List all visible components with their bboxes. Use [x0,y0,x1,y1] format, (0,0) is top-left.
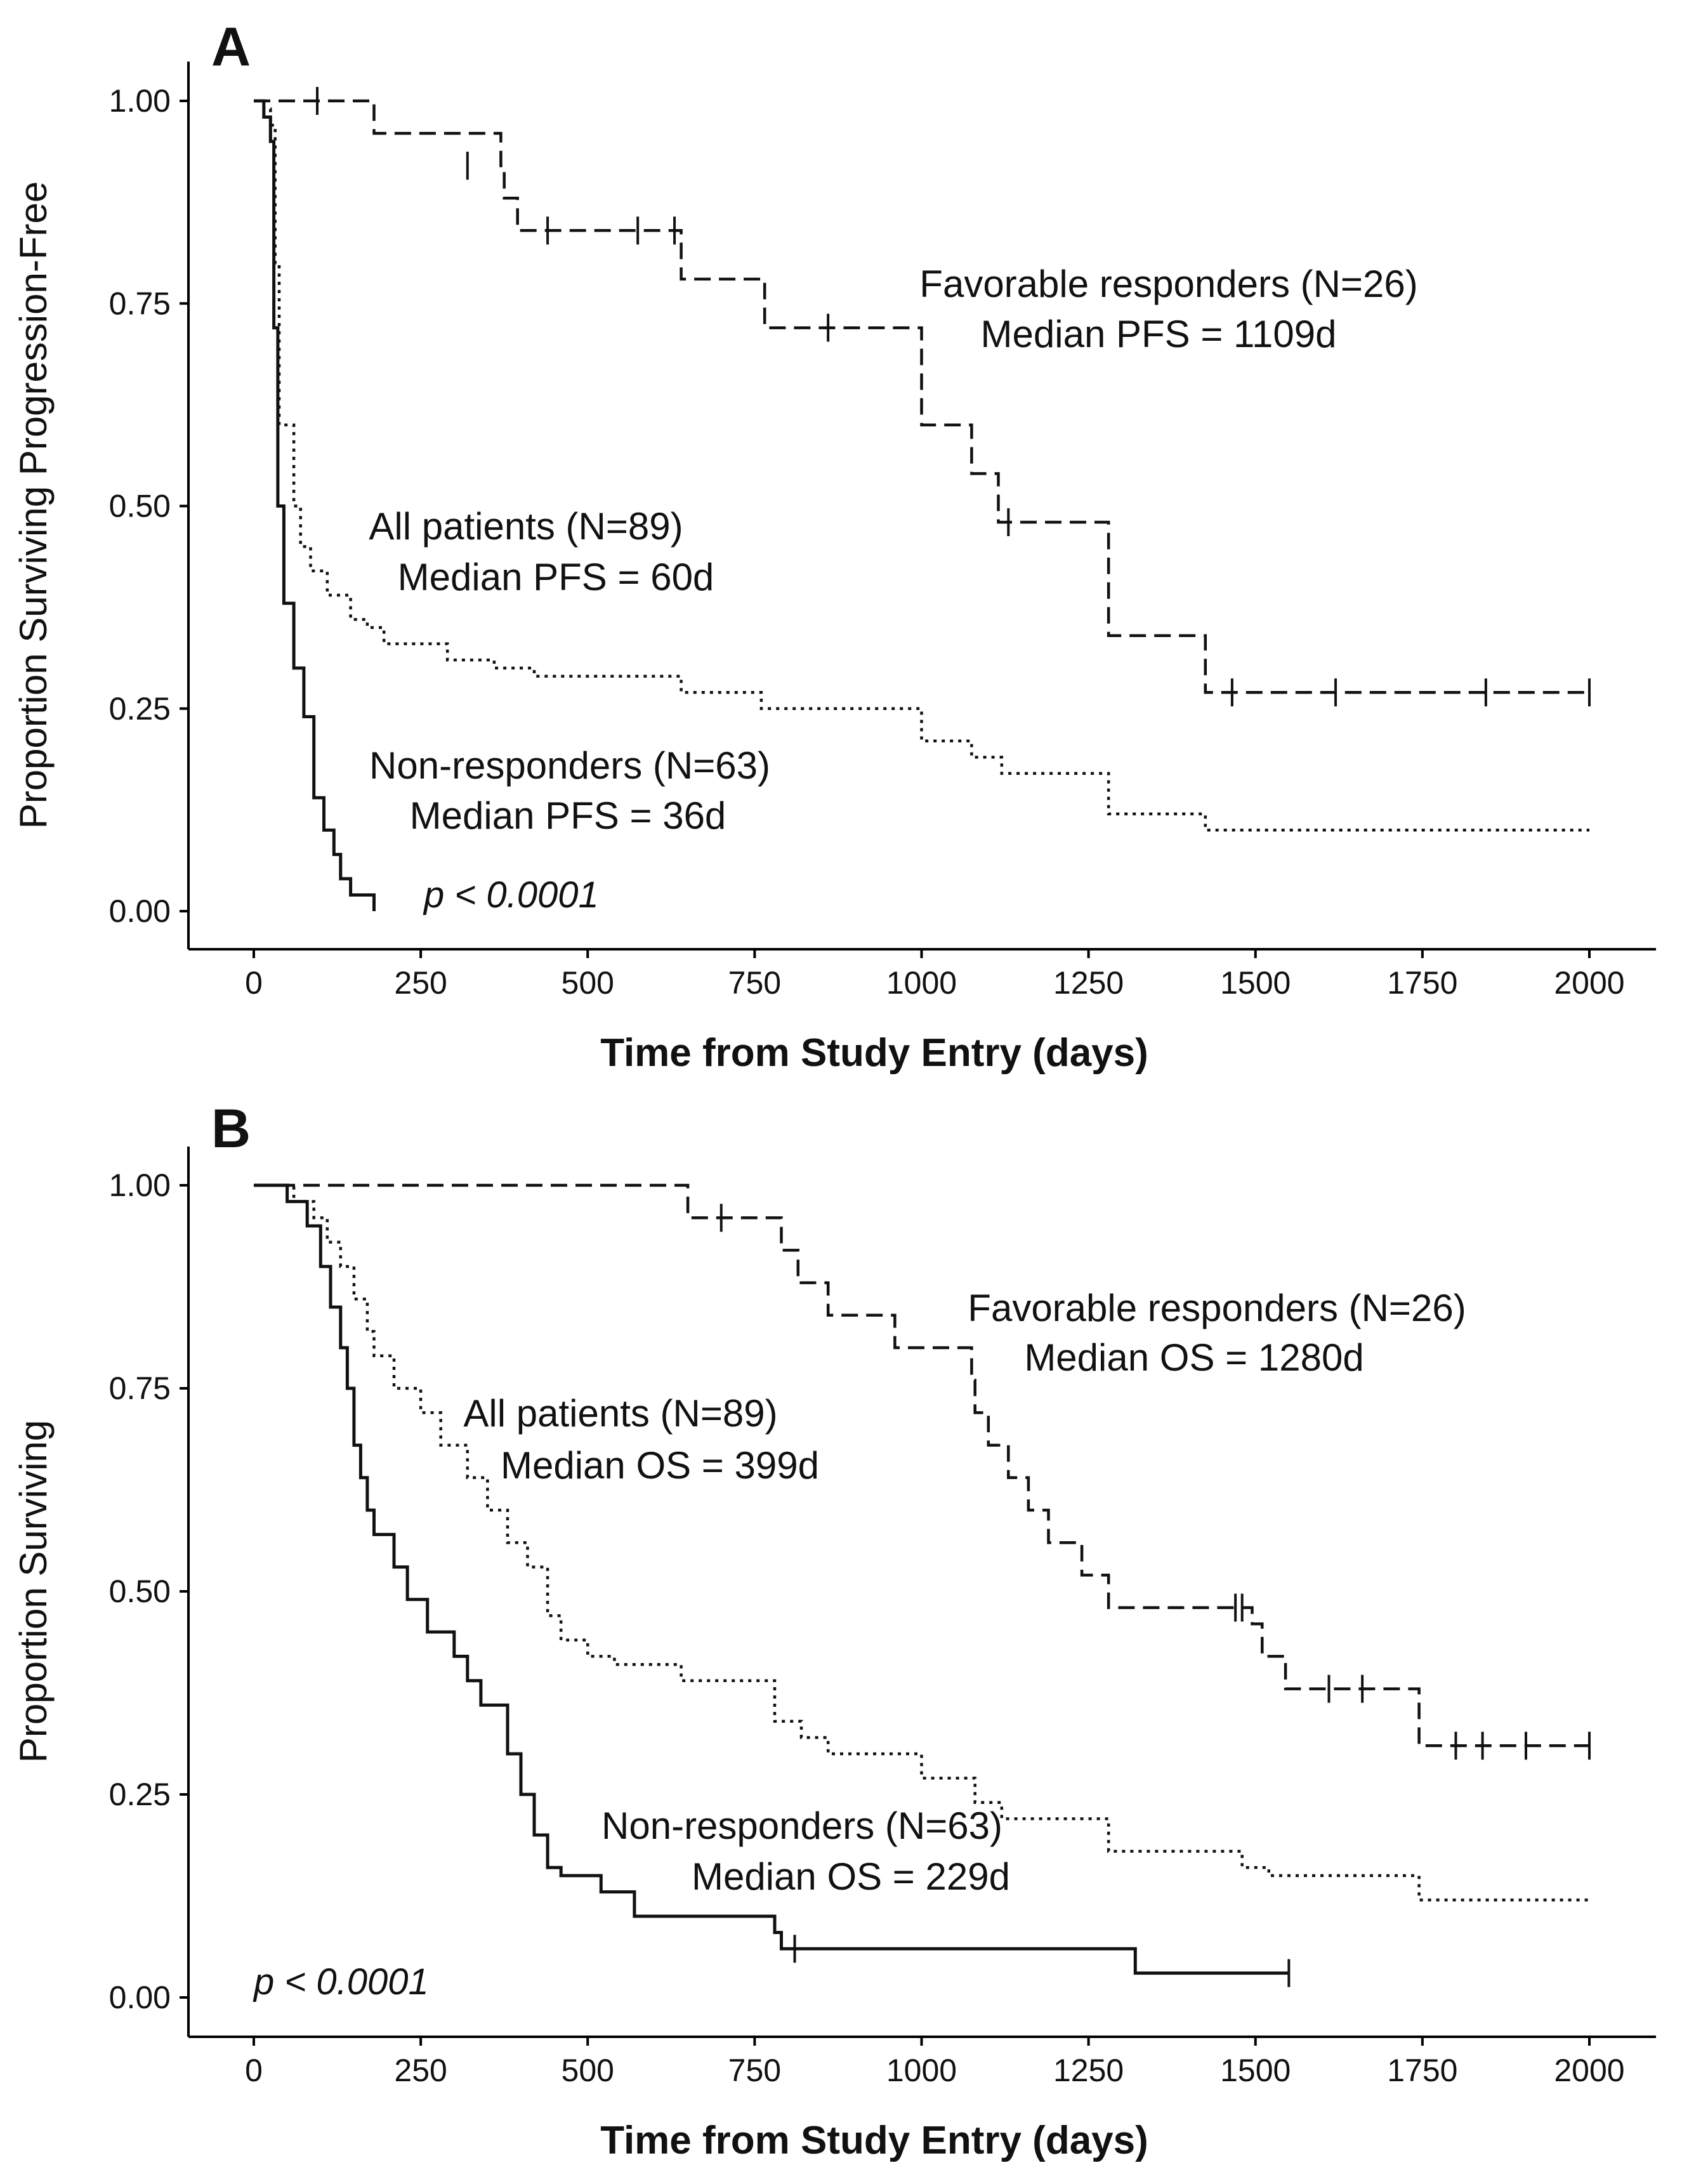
panel-b-all-patients-median: Median OS = 399d [501,1444,819,1487]
panel-b-y-tick-label: 0.50 [109,1574,171,1609]
panel-a-letter: A [211,16,251,77]
panel-a-x-axis-title: Time from Study Entry (days) [600,1031,1148,1075]
panel-a-curves [254,87,1591,911]
panel-b-letter: B [211,1098,251,1159]
panel-b-favorable-median: Median OS = 1280d [1024,1336,1363,1379]
panel-a-non-responders-label: Non-responders (N=63) [369,744,770,787]
panel-a-y-axis-title: Proportion Surviving Progression-Free [12,181,55,829]
panel-b-x-tick-label: 0 [245,2053,263,2088]
panel-a-y-tick-label: 0.50 [109,489,171,524]
panel-b-y-tick-label: 0.75 [109,1371,171,1406]
panel-a-p-value: p < 0.0001 [423,874,599,916]
panel-a-x-tick-label: 1750 [1387,965,1457,1001]
panel-b-all-curve [254,1183,1589,1902]
panel-a-x-ticks: 0 250 500 750 1000 1250 1500 1750 2000 [245,949,1625,1001]
panel-b-x-tick-label: 1250 [1053,2053,1124,2088]
panel-b-x-ticks: 0 250 500 750 1000 1250 1500 1750 2000 [245,2037,1625,2088]
panel-a-x-tick-label: 2000 [1554,965,1624,1001]
panel-a-y-tick-label: 0.75 [109,286,171,321]
panel-a-x-tick-label: 1000 [886,965,957,1001]
panel-b-favorable-label: Favorable responders (N=26) [968,1287,1466,1329]
panel-a-chart: A 0.00 0.25 0.50 0.75 1.00 0 250 500 750… [12,16,1656,1075]
panel-b-all-patients-label: All patients (N=89) [463,1392,777,1435]
panel-a-x-tick-label: 500 [562,965,614,1001]
panel-b-non-responders-median: Median OS = 229d [692,1855,1010,1898]
panel-b-y-tick-label: 0.00 [109,1980,171,2015]
panel-a-favorable-label: Favorable responders (N=26) [919,263,1417,305]
panel-b-x-tick-label: 750 [728,2053,781,2088]
panel-a-non-curve [254,99,376,911]
panel-b-x-tick-label: 1000 [886,2053,957,2088]
panel-a-y-tick-label: 0.00 [109,893,171,929]
panel-a-x-tick-label: 250 [394,965,447,1001]
panel-a-all-patients-label: All patients (N=89) [369,505,683,548]
panel-a-y-tick-label: 1.00 [109,83,171,119]
panel-a-x-tick-label: 0 [245,965,263,1001]
panel-b-x-tick-label: 1500 [1220,2053,1291,2088]
panel-b-x-tick-label: 500 [562,2053,614,2088]
panel-a-x-tick-label: 1500 [1220,965,1291,1001]
panel-a-non-responders-median: Median PFS = 36d [410,794,726,837]
panel-b-curves [254,1183,1591,1987]
panel-b-non-curve [254,1183,1289,1975]
panel-a-x-tick-label: 1250 [1053,965,1124,1001]
panel-a-y-tick-label: 0.25 [109,691,171,727]
panel-b-x-tick-label: 2000 [1554,2053,1624,2088]
panel-b-p-value: p < 0.0001 [253,1961,429,2003]
panel-a-favorable-median: Median PFS = 1109d [981,313,1337,355]
panel-b-y-tick-label: 1.00 [109,1168,171,1203]
panel-b-x-axis-title: Time from Study Entry (days) [600,2119,1148,2162]
panel-a-y-ticks: 0.00 0.25 0.50 0.75 1.00 [109,83,188,929]
panel-a-all-patients-median: Median PFS = 60d [398,556,714,598]
panel-b-non-responders-label: Non-responders (N=63) [601,1805,1002,1847]
panel-a-favorable-curve [254,99,1589,694]
panel-b-x-tick-label: 250 [394,2053,447,2088]
panel-b-x-tick-label: 1750 [1387,2053,1457,2088]
panel-b-y-ticks: 0.00 0.25 0.50 0.75 1.00 [109,1168,188,2015]
panel-a-x-tick-label: 750 [728,965,781,1001]
panel-b-y-axis-title: Proportion Surviving [12,1420,55,1763]
panel-b-chart: B 0.00 0.25 0.50 0.75 1.00 0 250 500 750… [12,1098,1656,2162]
panel-b-y-tick-label: 0.25 [109,1777,171,1812]
panel-b-favorable-curve [254,1183,1589,1747]
